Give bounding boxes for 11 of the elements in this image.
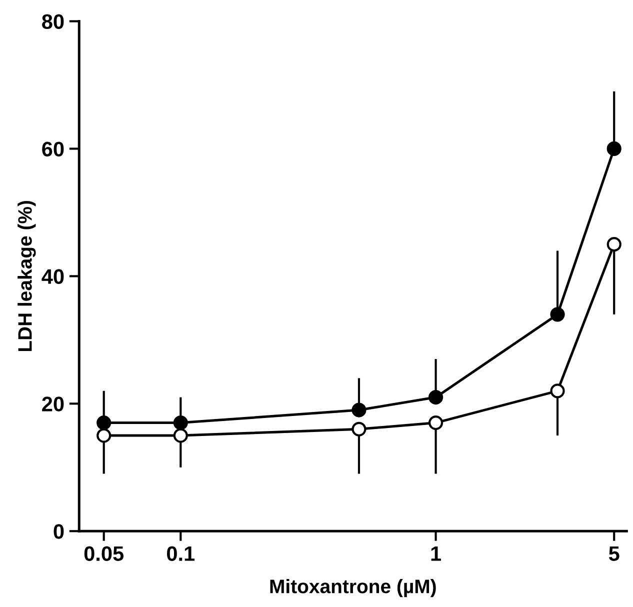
y-tick-label: 40 xyxy=(42,269,64,284)
y-tick-label: 60 xyxy=(42,142,64,156)
y-axis-title: LDH leakage (%) xyxy=(18,200,36,352)
y-tick-label: 0 xyxy=(54,524,64,539)
y-tick-label: 20 xyxy=(42,396,64,412)
x-tick-label: 1 xyxy=(431,546,441,561)
x-tick-label: 0.1 xyxy=(166,546,195,562)
x-tick-label: 0.05 xyxy=(84,546,124,562)
x-axis-title: Mitoxantrone (µM) xyxy=(270,579,436,598)
x-tick-label: 5 xyxy=(608,546,620,562)
y-tick-label: 80 xyxy=(42,14,64,29)
